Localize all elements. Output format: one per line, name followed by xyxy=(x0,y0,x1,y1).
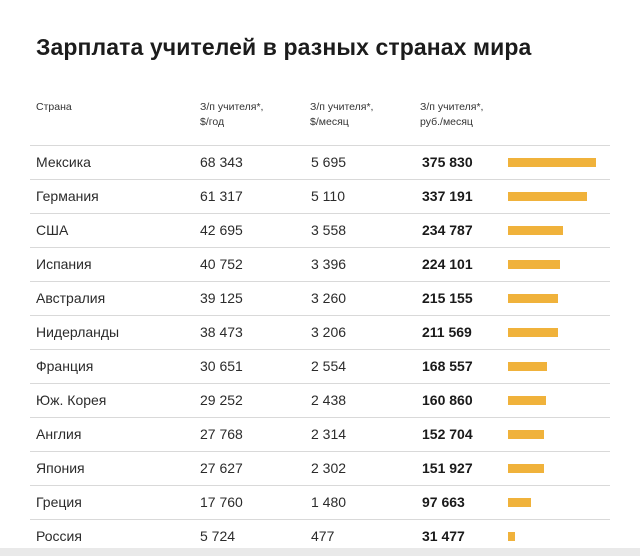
table-row: Австралия 39 125 3 260 215 155 xyxy=(30,281,610,315)
header-salary-usd-year: З/п учителя*, $/год xyxy=(200,100,263,130)
salary-usd-year-cell: 68 343 xyxy=(200,154,243,170)
salary-usd-month-cell: 3 260 xyxy=(311,290,347,306)
chart-title: Зарплата учителей в разных странах мира xyxy=(36,34,532,60)
salary-rub-month-cell: 224 101 xyxy=(422,256,473,272)
table-row: Япония 27 627 2 302 151 927 xyxy=(30,451,610,485)
salary-rub-month-cell: 375 830 xyxy=(422,154,473,170)
country-cell: Россия xyxy=(36,528,82,544)
header-salary-usd-month: З/п учителя*, $/месяц xyxy=(310,100,373,130)
salary-usd-month-cell: 2 302 xyxy=(311,460,347,476)
salary-bar xyxy=(508,158,596,167)
table-row: Нидерланды 38 473 3 206 211 569 xyxy=(30,315,610,349)
country-cell: Нидерланды xyxy=(36,324,120,340)
salary-rub-month-cell: 31 477 xyxy=(422,528,465,544)
header-salary-usd-year-line2: $/год xyxy=(200,116,225,128)
salary-usd-year-cell: 27 768 xyxy=(200,426,243,442)
bottom-strip xyxy=(0,548,640,556)
salary-rub-month-cell: 215 155 xyxy=(422,290,473,306)
salary-rub-month-cell: 168 557 xyxy=(422,358,473,374)
salary-rub-month-cell: 234 787 xyxy=(422,222,473,238)
salary-bar xyxy=(508,532,515,541)
salary-usd-year-cell: 61 317 xyxy=(200,188,243,204)
salary-usd-month-cell: 5 695 xyxy=(311,154,347,170)
header-salary-rub-month-line1: З/п учителя*, xyxy=(420,101,484,113)
salary-rub-month-cell: 97 663 xyxy=(422,494,465,510)
table-row: Мексика 68 343 5 695 375 830 xyxy=(30,145,610,179)
salary-usd-year-cell: 5 724 xyxy=(200,528,236,544)
salary-bar xyxy=(508,294,558,303)
country-cell: США xyxy=(36,222,69,238)
header-salary-rub-month: З/п учителя*, руб./месяц xyxy=(420,100,483,130)
salary-usd-month-cell: 3 558 xyxy=(311,222,347,238)
salary-rub-month-cell: 337 191 xyxy=(422,188,473,204)
salary-usd-year-cell: 29 252 xyxy=(200,392,243,408)
country-cell: Англия xyxy=(36,426,82,442)
salary-table: Мексика 68 343 5 695 375 830 Германия 61 317 5… xyxy=(30,145,610,554)
salary-usd-month-cell: 1 480 xyxy=(311,494,347,510)
country-cell: Юж. Корея xyxy=(36,392,107,408)
header-salary-usd-year-line1: З/п учителя*, xyxy=(200,101,264,113)
table-row: США 42 695 3 558 234 787 xyxy=(30,213,610,247)
salary-bar xyxy=(508,328,558,337)
salary-usd-year-cell: 17 760 xyxy=(200,494,243,510)
country-cell: Греция xyxy=(36,494,82,510)
salary-rub-month-cell: 211 569 xyxy=(422,324,472,340)
country-cell: Франция xyxy=(36,358,94,374)
salary-usd-year-cell: 39 125 xyxy=(200,290,243,306)
salary-rub-month-cell: 152 704 xyxy=(422,426,473,442)
salary-usd-month-cell: 2 554 xyxy=(311,358,347,374)
header-salary-rub-month-line2: руб./месяц xyxy=(420,116,473,128)
salary-bar xyxy=(508,192,587,201)
salary-bar xyxy=(508,464,544,473)
salary-usd-month-cell: 3 206 xyxy=(311,324,347,340)
salary-usd-month-cell: 5 110 xyxy=(311,188,345,204)
salary-rub-month-cell: 151 927 xyxy=(422,460,473,476)
table-row: Англия 27 768 2 314 152 704 xyxy=(30,417,610,451)
salary-rub-month-cell: 160 860 xyxy=(422,392,473,408)
header-salary-usd-month-line1: З/п учителя*, xyxy=(310,101,374,113)
salary-bar xyxy=(508,498,531,507)
salary-usd-month-cell: 477 xyxy=(311,528,335,544)
header-salary-usd-month-line2: $/месяц xyxy=(310,116,349,128)
salary-usd-year-cell: 40 752 xyxy=(200,256,243,272)
header-country: Страна xyxy=(36,101,72,113)
salary-bar xyxy=(508,362,547,371)
country-cell: Испания xyxy=(36,256,92,272)
salary-bar xyxy=(508,226,563,235)
salary-usd-year-cell: 42 695 xyxy=(200,222,243,238)
table-row: Германия 61 317 5 110 337 191 xyxy=(30,179,610,213)
table-row: Юж. Корея 29 252 2 438 160 860 xyxy=(30,383,610,417)
country-cell: Германия xyxy=(36,188,99,204)
country-cell: Австралия xyxy=(36,290,106,306)
salary-bar xyxy=(508,260,560,269)
salary-usd-month-cell: 3 396 xyxy=(311,256,347,272)
salary-bar xyxy=(508,430,544,439)
salary-usd-year-cell: 27 627 xyxy=(200,460,243,476)
country-cell: Япония xyxy=(36,460,85,476)
country-cell: Мексика xyxy=(36,154,91,170)
table-row: Греция 17 760 1 480 97 663 xyxy=(30,485,610,519)
salary-usd-month-cell: 2 438 xyxy=(311,392,347,408)
table-row: Испания 40 752 3 396 224 101 xyxy=(30,247,610,281)
salary-usd-year-cell: 38 473 xyxy=(200,324,243,340)
salary-usd-year-cell: 30 651 xyxy=(200,358,243,374)
salary-bar xyxy=(508,396,546,405)
salary-usd-month-cell: 2 314 xyxy=(311,426,347,442)
table-row: Франция 30 651 2 554 168 557 xyxy=(30,349,610,383)
